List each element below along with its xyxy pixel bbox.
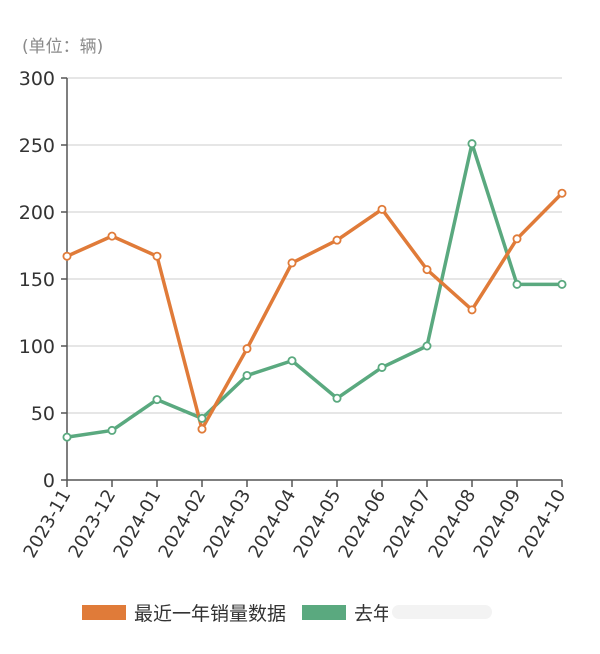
legend-item-last-year[interactable]: 去年 [302, 599, 493, 626]
data-point[interactable] [62, 432, 72, 442]
y-tick-label: 0 [43, 470, 55, 492]
y-tick-label: 250 [19, 135, 55, 157]
line-chart: 0 50 100 150 200 250 300 2023-112023-122024-01… [19, 68, 571, 562]
data-point[interactable] [467, 139, 477, 149]
y-tick-label: 200 [19, 202, 55, 224]
data-point[interactable] [107, 231, 117, 241]
legend-item-recent[interactable]: 最近一年销量数据 [82, 599, 286, 626]
data-point[interactable] [62, 251, 72, 261]
data-point[interactable] [242, 370, 252, 380]
legend-swatch-last-year [302, 604, 347, 620]
unit-label: (单位：辆) [22, 37, 104, 57]
legend: 最近一年销量数据 去年 [82, 598, 508, 626]
data-point[interactable] [107, 425, 117, 435]
data-point[interactable] [557, 279, 567, 289]
data-point[interactable] [557, 188, 567, 198]
y-tick-label: 100 [19, 336, 55, 358]
legend-swatch-recent [82, 604, 126, 620]
series-line [66, 192, 564, 431]
legend-obscured-area [392, 605, 493, 619]
data-point[interactable] [377, 362, 387, 372]
data-point[interactable] [332, 235, 342, 245]
data-point[interactable] [377, 204, 387, 214]
data-point[interactable] [422, 265, 432, 275]
data-point[interactable] [467, 305, 477, 315]
data-point[interactable] [287, 258, 297, 268]
data-point[interactable] [242, 344, 252, 354]
data-point[interactable] [332, 393, 342, 403]
series-line [66, 141, 562, 439]
y-tick-label: 300 [19, 68, 55, 90]
y-axis-ticks: 0 50 100 150 200 250 300 [19, 68, 67, 492]
grid-lines [67, 77, 562, 481]
data-point[interactable] [512, 279, 522, 289]
series-lines [62, 139, 567, 442]
y-tick-label: 150 [19, 269, 55, 291]
data-point[interactable] [287, 356, 297, 366]
data-point[interactable] [197, 413, 207, 423]
x-axis: 2023-112023-122024-012024-022024-032024-… [20, 78, 570, 562]
y-tick-label: 50 [31, 403, 55, 425]
data-point[interactable] [422, 341, 432, 351]
data-point[interactable] [512, 234, 522, 244]
legend-label-last-year: 去年 [354, 602, 389, 625]
data-point[interactable] [152, 395, 162, 405]
legend-label-recent: 最近一年销量数据 [134, 602, 287, 625]
data-point[interactable] [152, 251, 162, 261]
data-point[interactable] [197, 424, 207, 434]
